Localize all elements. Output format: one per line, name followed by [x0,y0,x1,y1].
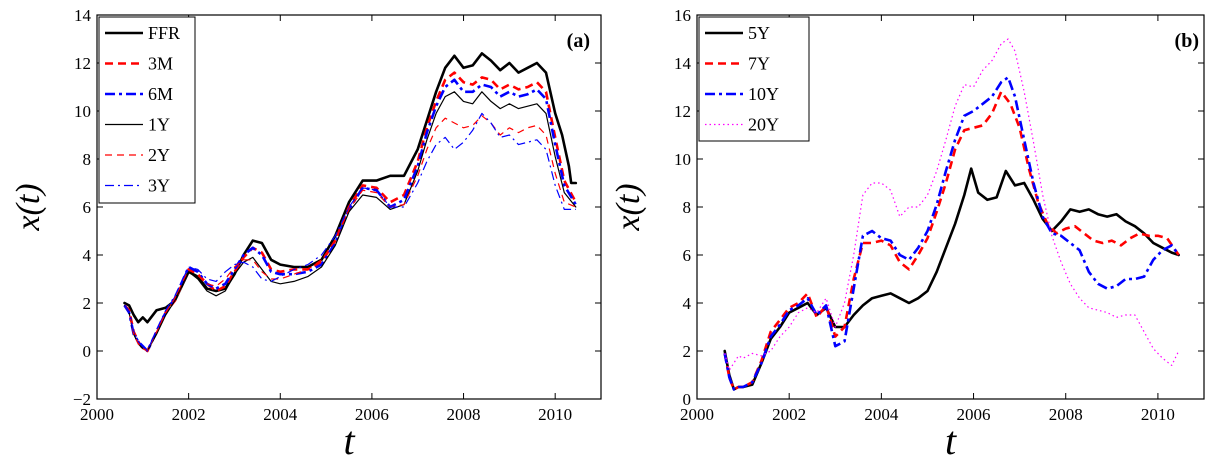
series-line-2Y [123,115,577,352]
legend-label-2Y: 2Y [148,145,170,165]
series-group [723,38,1180,391]
legend-box [98,16,196,204]
series-line-7Y [723,90,1180,391]
legend-label-3Y: 3Y [148,176,170,196]
series-line-10Y [723,76,1180,391]
y-tick-label: 10 [674,150,691,169]
y-tick-label: 2 [683,342,692,361]
series-group [123,52,578,353]
x-tick-label: 2002 [772,405,806,424]
legend-box [698,16,810,142]
x-tick-label: 2004 [263,405,298,424]
y-tick-label: 4 [83,246,92,265]
y-tick-label: 6 [83,198,92,217]
x-tick-label: 2004 [864,405,899,424]
y-tick-label: 6 [683,246,692,265]
legend-label-FFR: FFR [148,23,180,43]
x-axis-label: t [343,418,355,459]
x-tick-label: 2006 [355,405,389,424]
x-tick-label: 2006 [957,405,991,424]
y-axis-label: x(t) [610,183,647,231]
series-line-6M [123,78,577,353]
chart-panel-a: 2000 2002 2004 2006 2008 2010 −2 0 2 4 6 8 10 12 14 t x(… [10,6,602,459]
y-tick-label: −2 [73,390,91,409]
y-tick-label: 8 [83,150,92,169]
x-tick-label: 2008 [447,405,481,424]
chart-panel-b: 2000 2002 2004 2006 2008 2010 0 2 4 6 8 10 12 14 16 t x(… [610,6,1205,459]
x-tick-label: 2010 [538,405,572,424]
x-tick-label: 2000 [680,405,714,424]
panel-label: (a) [567,30,590,52]
series-line-5Y [723,167,1180,391]
y-tick-label: 8 [683,198,692,217]
legend-label-5Y: 5Y [748,23,770,43]
series-line-1Y [123,91,577,352]
y-tick-label: 4 [683,294,692,313]
x-tick-label: 2010 [1141,405,1175,424]
legend: FFR 3M 6M 1Y 2Y 3Y [98,16,196,204]
series-line-20Y [724,38,1180,371]
panel-label: (b) [1175,30,1199,52]
legend-label-6M: 6M [148,84,173,104]
x-tick-label: 2008 [1049,405,1083,424]
x-axis-label: t [945,418,957,459]
y-tick-label: 0 [683,390,692,409]
y-tick-label: 12 [674,102,691,121]
y-tick-label: 12 [74,54,91,73]
x-tick-label: 2002 [172,405,206,424]
series-line-3Y [123,112,576,352]
y-tick-label: 14 [674,54,692,73]
legend-label-10Y: 10Y [748,84,779,104]
y-tick-label: 14 [74,6,92,25]
y-tick-label: 16 [674,6,691,25]
legend-label-7Y: 7Y [748,54,770,74]
legend-label-20Y: 20Y [748,115,779,135]
y-tick-label: 10 [74,102,91,121]
y-tick-label: 2 [83,294,92,313]
y-tick-label: 0 [83,342,92,361]
legend: 5Y 7Y 10Y 20Y [698,16,810,142]
y-axis-label: x(t) [10,183,47,231]
legend-label-1Y: 1Y [148,115,170,135]
legend-label-3M: 3M [148,54,173,74]
x-tick-label: 2000 [80,405,114,424]
